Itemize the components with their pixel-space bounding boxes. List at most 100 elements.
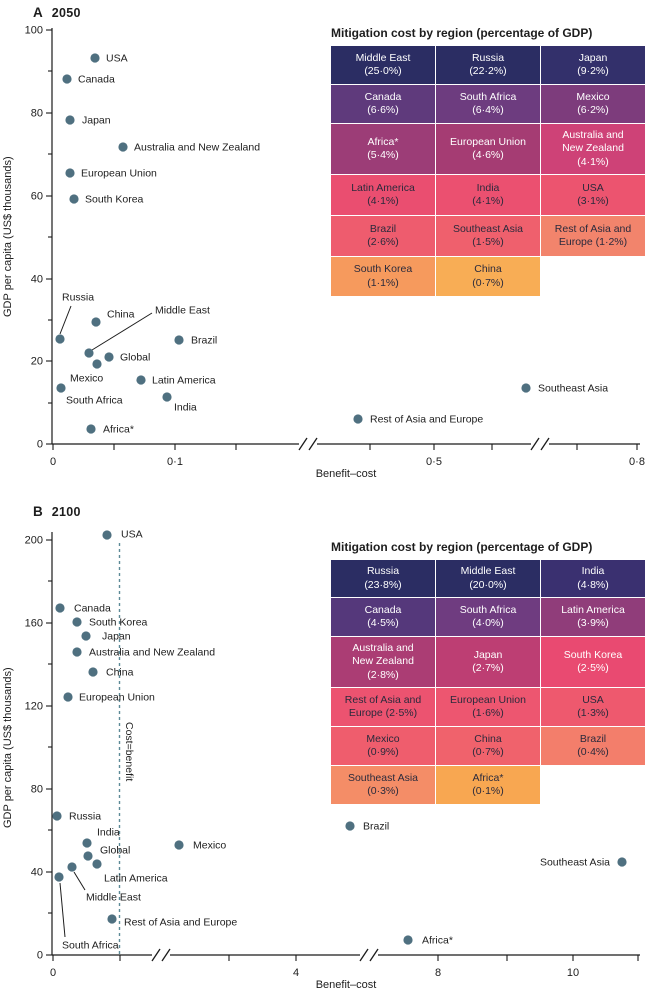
mitigation-cell-middle-east: Middle East (20·0%)	[436, 560, 540, 597]
table-row: Australia and New Zealand (2·8%) Japan (2·7%…	[331, 637, 647, 687]
y-tick-label: 20	[31, 356, 43, 368]
point-label-european-union: European Union	[79, 692, 155, 704]
point-latin-america	[136, 375, 146, 385]
point-label-russia: Russia	[62, 292, 94, 304]
point-label-rest-of-asia-and-europe: Rest of Asia and Europe	[370, 414, 483, 426]
mitigation-cell-china: China (0·7%)	[436, 727, 540, 765]
axis-break-slash	[298, 437, 308, 451]
point-label-canada: Canada	[78, 74, 115, 86]
mitigation-cell-mexico: Mexico (6·2%)	[541, 85, 645, 123]
mitigation-cell-rest-of-asia-and-europe: Rest of Asia and Europe (2·5%)	[331, 688, 435, 726]
point-label-south-africa: South Africa	[66, 395, 123, 407]
mitigation-cell-south-africa: South Africa (4·0%)	[436, 598, 540, 636]
mitigation-cell-brazil: Brazil (2·6%)	[331, 216, 435, 256]
point-middle-east	[84, 348, 94, 358]
point-canada	[62, 74, 72, 84]
point-brazil	[174, 335, 184, 345]
table-row: Mexico (0·9%) China (0·7%) Brazil (0·4%)	[331, 727, 647, 765]
mitigation-cell-rest-of-asia-and-europe: Rest of Asia and Europe (1·2%)	[541, 216, 645, 256]
point-label-usa: USA	[121, 529, 143, 541]
point-label-global: Global	[100, 845, 130, 857]
y-tick-label: 0	[37, 439, 43, 451]
panel-a-letter: A	[33, 5, 43, 20]
point-rest-of-asia-and-europe	[353, 414, 363, 424]
mitigation-table-b-grid: Russia (23·8%) Middle East (20·0%) India (4·8…	[331, 560, 647, 804]
axis-break-slash	[308, 437, 318, 451]
mitigation-cell-africa: Africa* (5·4%)	[331, 124, 435, 174]
table-row: Canada (4·5%) South Africa (4·0%) Latin Amer…	[331, 598, 647, 636]
point-africa	[86, 424, 96, 434]
y-tick-label: 80	[31, 784, 43, 796]
mitigation-cell-south-korea: South Korea (1·1%)	[331, 257, 435, 296]
mitigation-cell-russia: Russia (22·2%)	[436, 46, 540, 84]
y-tick-label: 80	[31, 108, 43, 120]
mitigation-cell-european-union: European Union (1·6%)	[436, 688, 540, 726]
x-axis-title-a: Benefit–cost	[315, 468, 377, 480]
x-tick-label: 0	[50, 456, 56, 468]
axis-break-slash	[530, 437, 540, 451]
mitigation-table-a: Mitigation cost by region (percentage of…	[331, 26, 647, 297]
point-label-japan: Japan	[102, 631, 131, 643]
mitigation-cell-latin-america: Latin America (3·9%)	[541, 598, 645, 636]
table-row: Rest of Asia and Europe (2·5%) European Un…	[331, 688, 647, 726]
mitigation-table-a-title: Mitigation cost by region (percentage of…	[331, 26, 593, 40]
label-leader-line	[59, 305, 72, 335]
point-japan	[81, 631, 91, 641]
mitigation-cell-empty	[541, 766, 645, 804]
point-global	[83, 851, 93, 861]
point-label-china: China	[106, 667, 134, 679]
x-tick-label: 0·5	[426, 456, 442, 468]
point-china	[91, 317, 101, 327]
table-row: Africa* (5·4%) European Union (4·6%) Austral…	[331, 124, 647, 174]
y-tick-label: 200	[25, 535, 43, 547]
point-european-union	[63, 692, 73, 702]
point-brazil	[345, 821, 355, 831]
point-label-africa: Africa*	[422, 935, 453, 947]
panel-a-header: A 2050	[33, 5, 81, 20]
mitigation-table-b: Mitigation cost by region (percentage of…	[331, 540, 647, 805]
point-south-africa	[56, 383, 66, 393]
mitigation-cell-southeast-asia: Southeast Asia (1·5%)	[436, 216, 540, 256]
mitigation-cell-australia-and-new-zealand: Australia and New Zealand (2·8%)	[331, 637, 435, 687]
table-row: Latin America (4·1%) India (4·1%) USA (3·1%)	[331, 175, 647, 215]
label-leader-line	[59, 882, 66, 938]
y-tick-label: 60	[31, 191, 43, 203]
x-tick-label: 0·8	[629, 456, 645, 468]
point-label-brazil: Brazil	[191, 335, 217, 347]
point-label-africa: Africa*	[103, 424, 134, 436]
x-tick-label: 0·1	[167, 456, 183, 468]
axis-break-slash	[161, 948, 171, 962]
panel-a-year: 2050	[51, 6, 81, 20]
point-india	[162, 392, 172, 402]
y-axis-title-a: GDP per capita (US$ thousands)	[2, 156, 14, 318]
mitigation-cell-usa: USA (3·1%)	[541, 175, 645, 215]
mitigation-cell-canada: Canada (4·5%)	[331, 598, 435, 636]
point-usa	[90, 53, 100, 63]
point-label-mexico: Mexico	[70, 373, 103, 385]
point-rest-of-asia-and-europe	[107, 914, 117, 924]
x-tick-label: 10	[567, 967, 579, 979]
point-label-south-korea: South Korea	[89, 617, 148, 629]
point-label-southeast-asia: Southeast Asia	[540, 857, 610, 869]
mitigation-cell-middle-east: Middle East (25·0%)	[331, 46, 435, 84]
mitigation-cell-latin-america: Latin America (4·1%)	[331, 175, 435, 215]
mitigation-cell-russia: Russia (23·8%)	[331, 560, 435, 597]
point-label-latin-america: Latin America	[104, 873, 168, 885]
mitigation-cell-european-union: European Union (4·6%)	[436, 124, 540, 174]
mitigation-cell-usa: USA (1·3%)	[541, 688, 645, 726]
point-south-korea	[69, 194, 79, 204]
point-south-korea	[72, 617, 82, 627]
y-tick-label: 40	[31, 867, 43, 879]
table-row: Russia (23·8%) Middle East (20·0%) India (4·8…	[331, 560, 647, 597]
table-row: Canada (6·6%) South Africa (6·4%) Mexico (6·2…	[331, 85, 647, 123]
mitigation-cell-india: India (4·8%)	[541, 560, 645, 597]
point-latin-america	[92, 859, 102, 869]
point-label-rest-of-asia-and-europe: Rest of Asia and Europe	[124, 917, 237, 929]
point-label-european-union: European Union	[81, 168, 157, 180]
mitigation-cell-empty	[541, 257, 645, 296]
mitigation-cell-japan: Japan (2·7%)	[436, 637, 540, 687]
panel-b-header: B 2100	[33, 504, 81, 519]
point-africa	[403, 935, 413, 945]
